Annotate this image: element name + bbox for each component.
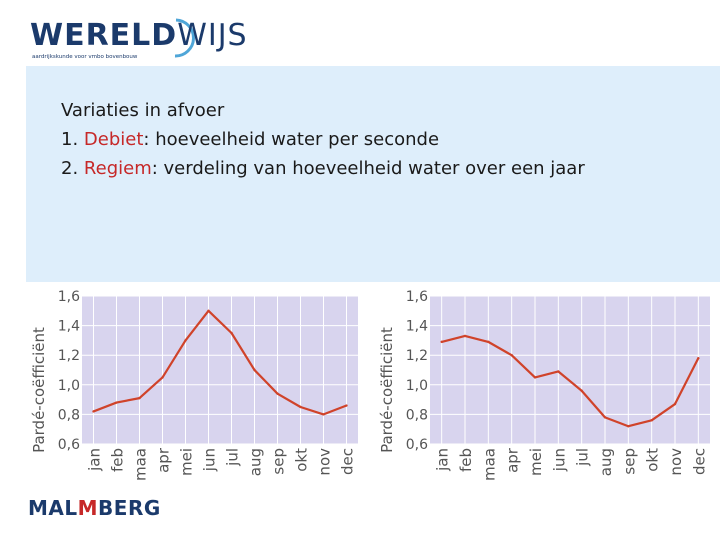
x-tick-label: okt: [644, 448, 662, 472]
data-point: [533, 376, 537, 379]
y-axis-label: Pardé-coëfficiënt: [378, 327, 396, 453]
regime-chart-1: 0,6 0,8 1,0 1,2 1,4 1,6 jan feb maa apr mei jun jul a…: [30, 289, 358, 481]
y-tick-label: 1,4: [406, 319, 428, 335]
y-tick-label: 1,4: [58, 319, 80, 335]
slide-text: Variaties in afvoer 1. Debiet: hoeveelhe…: [61, 96, 585, 183]
data-point: [627, 425, 630, 428]
x-tick-label: nov: [667, 448, 685, 476]
data-point: [161, 376, 164, 379]
data-point: [207, 309, 210, 312]
y-tick-label: 1,0: [406, 378, 428, 394]
data-point: [184, 339, 187, 342]
logo-wordmark: WERELDWIJS: [30, 18, 248, 53]
x-tick-label: mei: [178, 448, 196, 476]
plot-area: [82, 296, 358, 444]
x-tick-label: dec: [339, 448, 357, 475]
y-tick-label: 1,6: [58, 289, 80, 305]
list-item-regiem: 2. Regiem: verdeling van hoeveelheid wat…: [61, 158, 585, 179]
data-point: [463, 334, 467, 338]
data-point: [253, 368, 256, 372]
x-tick-label: okt: [293, 448, 311, 472]
x-tick-label: maa: [132, 448, 150, 481]
malmberg-logo: MALMBERG: [28, 496, 161, 520]
logo-swoosh-icon: [174, 18, 195, 58]
x-tick-label: jul: [574, 448, 592, 467]
wereldwijs-logo: WERELDWIJS aardrijkskunde voor vmbo bove…: [26, 12, 256, 74]
x-tick-label: aug: [597, 448, 615, 476]
x-tick-label: maa: [480, 448, 498, 481]
data-point: [322, 413, 325, 416]
x-tick-label: mei: [527, 448, 545, 476]
data-point: [673, 402, 677, 406]
y-tick-label: 0,6: [58, 437, 80, 453]
logo-tagline: aardrijkskunde voor vmbo bovenbouw: [32, 54, 138, 60]
data-point: [345, 404, 348, 407]
data-point: [230, 331, 233, 335]
x-tick-label: jan: [86, 448, 104, 472]
content-panel: [26, 66, 720, 282]
y-tick-label: 0,8: [406, 407, 428, 423]
series-line: [93, 309, 347, 416]
slide-title: Variaties in afvoer: [61, 100, 225, 121]
y-axis-label: Pardé-coëfficiënt: [30, 327, 48, 453]
data-point: [138, 396, 141, 400]
data-point: [299, 405, 302, 409]
x-tick-label: feb: [109, 448, 127, 472]
data-point: [603, 416, 607, 419]
x-tick-label: jun: [201, 448, 219, 472]
data-point: [92, 410, 95, 413]
y-tick-label: 1,0: [58, 378, 80, 394]
plot-area: [430, 296, 710, 444]
list-item-debiet: 1. Debiet: hoeveelheid water per seconde: [61, 129, 440, 150]
x-tick-label: apr: [504, 447, 522, 473]
y-tick-label: 1,6: [406, 289, 428, 305]
x-tick-label: jul: [224, 448, 242, 467]
data-point: [276, 392, 279, 395]
x-tick-label: jun: [550, 448, 568, 472]
data-point: [557, 370, 560, 373]
x-tick-label: apr: [155, 447, 173, 473]
x-tick-label: sep: [270, 448, 288, 475]
x-tick-label: dec: [690, 448, 708, 475]
y-tick-label: 0,6: [406, 437, 428, 453]
y-tick-label: 1,2: [58, 348, 80, 364]
data-point: [115, 401, 118, 404]
regime-chart-2: 0,6 0,8 1,0 1,2 1,4 1,6 jan feb maa apr mei jun jul a…: [378, 289, 710, 481]
x-tick-label: jan: [434, 448, 452, 472]
data-point: [697, 356, 700, 360]
x-tick-label: aug: [247, 448, 265, 476]
data-point: [440, 340, 443, 344]
data-point: [580, 389, 583, 392]
data-point: [650, 419, 653, 422]
y-tick-label: 0,8: [58, 407, 80, 423]
data-point: [487, 340, 490, 344]
term-debiet: Debiet: [83, 129, 144, 150]
y-tick-label: 1,2: [406, 348, 428, 364]
x-tick-label: nov: [316, 448, 334, 476]
x-tick-label: feb: [457, 448, 475, 472]
data-point: [510, 354, 513, 357]
x-tick-label: sep: [620, 448, 638, 475]
term-regiem: Regiem: [83, 158, 152, 179]
series-line: [441, 334, 700, 428]
